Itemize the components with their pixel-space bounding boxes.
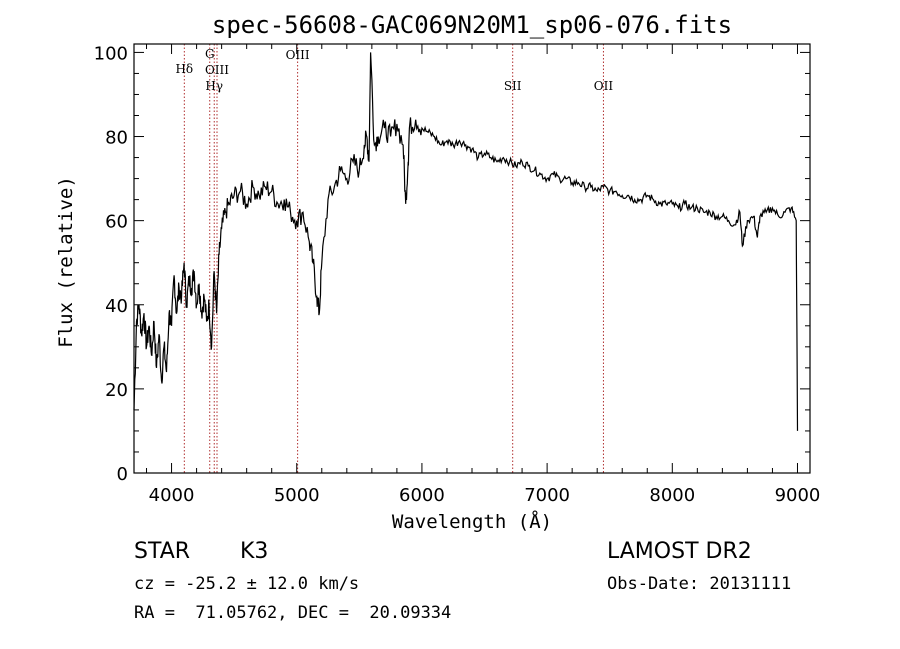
x-tick-label: 9000 bbox=[775, 485, 821, 506]
emission-line-label: SII bbox=[504, 79, 522, 93]
emission-line-markers: Hδ G OIII Hγ OIII SII OII bbox=[175, 44, 613, 473]
x-tick-label: 4000 bbox=[149, 485, 195, 506]
x-tick-label: 7000 bbox=[524, 485, 570, 506]
x-tick-label: 6000 bbox=[399, 485, 445, 506]
y-tick-label: 60 bbox=[105, 212, 128, 233]
plot-frame bbox=[133, 43, 811, 474]
y-tick-label: 80 bbox=[105, 128, 128, 149]
x-tick-label: 5000 bbox=[274, 485, 320, 506]
emission-line-label: G bbox=[205, 47, 215, 61]
y-tick-label: 100 bbox=[94, 43, 128, 64]
obs-date-label: Obs-Date: 20131111 bbox=[607, 574, 792, 594]
x-axis-label: Wavelength (Å) bbox=[392, 510, 552, 533]
y-tick-label: 40 bbox=[105, 296, 128, 317]
emission-line-label: OIII bbox=[286, 48, 310, 62]
chart-title: spec-56608-GAC069N20M1_sp06-076.fits bbox=[212, 11, 732, 39]
emission-line-label: Hγ bbox=[205, 79, 223, 93]
x-tick-label: 8000 bbox=[649, 485, 695, 506]
survey-label: LAMOST DR2 bbox=[607, 539, 752, 564]
y-axis-label: Flux (relative) bbox=[55, 176, 77, 348]
y-tick-label: 20 bbox=[105, 380, 128, 401]
redshift-label: cz = -25.2 ± 12.0 km/s bbox=[134, 574, 360, 594]
emission-line-label: OIII bbox=[205, 63, 229, 77]
coordinates-label: RA = 71.05762, DEC = 20.09334 bbox=[134, 603, 452, 623]
y-tick-label: 0 bbox=[117, 464, 128, 485]
axis-ticks: 4000 5000 6000 7000 8000 9000 0 20 40 60 80 100 bbox=[94, 43, 821, 506]
object-subclass: K3 bbox=[240, 539, 269, 564]
emission-line-label: OII bbox=[594, 79, 614, 93]
spectrum-series-line bbox=[133, 52, 799, 431]
emission-line-label: Hδ bbox=[175, 62, 193, 76]
object-class: STAR bbox=[134, 539, 191, 564]
